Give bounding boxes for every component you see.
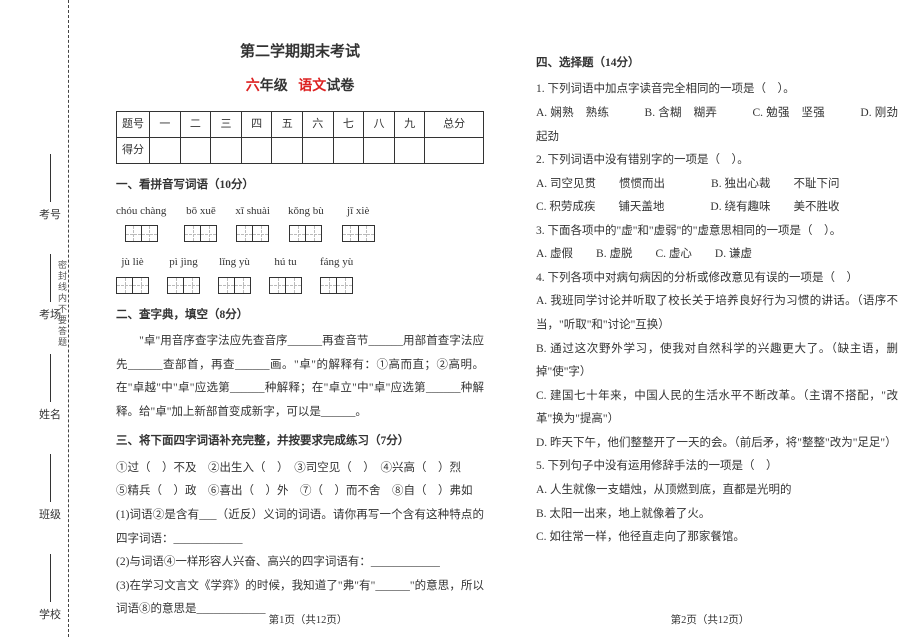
tianzige-cell — [183, 277, 200, 294]
tianzige-cell — [234, 277, 251, 294]
gutter-label-class: 班级 — [30, 506, 70, 522]
section-2-title: 二、查字典，填空（8分） — [116, 304, 484, 326]
tianzige-cell — [167, 277, 184, 294]
tianzige-boxes — [125, 225, 158, 242]
tianzige-cell — [218, 277, 235, 294]
page-1: 第二学期期末考试 六年级 语文试卷 题号 一 二 三 四 五 六 七 八 九 总… — [108, 0, 514, 637]
gutter-field-school: 学校 — [30, 550, 70, 622]
tianzige-cell — [269, 277, 286, 294]
tianzige-cell — [285, 277, 302, 294]
tianzige-cell — [132, 277, 149, 294]
gutter-field-name: 姓名 — [30, 350, 70, 422]
section-4-title: 四、选择题（14分） — [536, 52, 898, 74]
q3-opts: A. 虚假 B. 虚脱 C. 虚心 D. 谦虚 — [536, 243, 898, 267]
tianzige-boxes — [218, 277, 251, 294]
tianzige-boxes — [320, 277, 353, 294]
pinyin-text: chóu chàng — [116, 201, 166, 222]
page-number-2: 第2页（共12页） — [510, 612, 910, 627]
exam-content: 第二学期期末考试 六年级 语文试卷 题号 一 二 三 四 五 六 七 八 九 总… — [108, 0, 920, 637]
pinyin-text: fáng yù — [320, 252, 353, 273]
q4-d: D. 昨天下午，他们整整开了一天的会。（前后矛，将"整整"改为"足足"） — [536, 432, 898, 456]
pinyin-row-2: jù liè pì jìng lǐng yù hú tu fáng yù — [116, 252, 484, 293]
table-row: 得分 — [117, 137, 484, 163]
gutter-label-examno: 考号 — [30, 206, 70, 222]
q4-c: C. 建国七十年来，中国人民的生活水平不断改革。（主谓不搭配，"改革"换为"提高… — [536, 385, 898, 432]
q4-a: A. 我班同学讨论并听取了校长关于培养良好行为习惯的讲话。（语序不当，"听取"和… — [536, 290, 898, 337]
exam-title-1: 第二学期期末考试 — [116, 38, 484, 67]
q2-b: C. 积劳成疾 铺天盖地 D. 绕有趣味 美不胜收 — [536, 196, 898, 220]
exam-title-2: 六年级 语文试卷 — [116, 73, 484, 100]
pinyin-item: fáng yù — [320, 252, 353, 293]
binding-gutter: 考号 考场 姓名 班级 学校 密封线内不要答题 — [38, 0, 98, 637]
tianzige-boxes — [167, 277, 200, 294]
q4-b: B. 通过这次野外学习，使我对自然科学的兴趣更大了。（缺主语，删掉"使"字） — [536, 338, 898, 385]
pinyin-text: lǐng yù — [219, 252, 250, 273]
q5-c: C. 如往常一样，他径直走向了那家餐馆。 — [536, 526, 898, 550]
pinyin-text: jī xiè — [347, 201, 369, 222]
pinyin-text: pì jìng — [169, 252, 197, 273]
tianzige-cell — [141, 225, 158, 242]
q1-opts: A. 娴熟 熟练 B. 含糊 糊弄 C. 勉强 坚强 D. 刚劲 起劲 — [536, 102, 898, 149]
pinyin-row-1: chóu chàng bō xuē xī shuài kǒng bù jī xiè — [116, 201, 484, 242]
tianzige-cell — [125, 225, 142, 242]
gutter-field-examno: 考号 — [30, 150, 70, 222]
tianzige-boxes — [116, 277, 149, 294]
section-3-line4: (2)与词语④一样形容人兴奋、高兴的四字词语有：____________ — [116, 551, 484, 575]
pinyin-item: chóu chàng — [116, 201, 166, 242]
section-3-line2: ⑤精兵（ ）政 ⑥喜出（ ）外 ⑦（ ）而不舍 ⑧自（ ）弗如 — [116, 480, 484, 504]
tianzige-boxes — [236, 225, 269, 242]
pinyin-item: xī shuài — [235, 201, 270, 242]
tianzige-cell — [336, 277, 353, 294]
tianzige-cell — [289, 225, 306, 242]
q3-stem: 3. 下面各项中的"虚"和"虚弱"的"虚意思相同的一项是（ ）。 — [536, 220, 898, 244]
pinyin-item: jù liè — [116, 252, 149, 293]
page-number-1: 第1页（共12页） — [108, 612, 508, 627]
score-table: 题号 一 二 三 四 五 六 七 八 九 总分 得分 — [116, 111, 484, 165]
pinyin-item: hú tu — [269, 252, 302, 293]
gutter-field-class: 班级 — [30, 450, 70, 522]
q4-stem: 4. 下列各项中对病句病因的分析或修改意见有误的一项是（ ） — [536, 267, 898, 291]
tianzige-boxes — [342, 225, 375, 242]
table-row: 题号 一 二 三 四 五 六 七 八 九 总分 — [117, 111, 484, 137]
page-2: 四、选择题（14分） 1. 下列词语中加点字读音完全相同的一项是（ ）。 A. … — [514, 0, 920, 637]
pinyin-text: jù liè — [121, 252, 143, 273]
section-3-line3: (1)词语②是含有___（近反）义词的词语。请你再写一个含有这种特点的四字词语：… — [116, 504, 484, 551]
tianzige-cell — [358, 225, 375, 242]
tianzige-boxes — [269, 277, 302, 294]
pinyin-item: kǒng bù — [288, 201, 324, 242]
pinyin-item: bō xuē — [184, 201, 217, 242]
grade-red: 六 — [246, 79, 260, 94]
q5-stem: 5. 下列句子中没有运用修辞手法的一项是（ ） — [536, 455, 898, 479]
tianzige-cell — [320, 277, 337, 294]
tianzige-boxes — [184, 225, 217, 242]
pinyin-item: pì jìng — [167, 252, 200, 293]
gutter-label-school: 学校 — [30, 606, 70, 622]
q1-stem: 1. 下列词语中加点字读音完全相同的一项是（ ）。 — [536, 78, 898, 102]
tianzige-cell — [342, 225, 359, 242]
pinyin-text: hú tu — [274, 252, 296, 273]
q2-a: A. 司空见贯 惯惯而出 B. 独出心裁 不耻下问 — [536, 173, 898, 197]
tianzige-cell — [305, 225, 322, 242]
q5-b: B. 太阳一出来，地上就像着了火。 — [536, 503, 898, 527]
gutter-label-name: 姓名 — [30, 406, 70, 422]
tianzige-cell — [116, 277, 133, 294]
tianzige-cell — [252, 225, 269, 242]
q2-stem: 2. 下列词语中没有错别字的一项是（ ）。 — [536, 149, 898, 173]
subject-red: 语文 — [298, 79, 326, 94]
pinyin-text: bō xuē — [186, 201, 216, 222]
section-2-body: "卓"用音序查字法应先查音序______再查音节______用部首查字法应先__… — [116, 330, 484, 424]
pinyin-text: xī shuài — [235, 201, 270, 222]
section-1-title: 一、看拼音写词语（10分） — [116, 174, 484, 196]
tianzige-cell — [236, 225, 253, 242]
section-3-title: 三、将下面四字词语补充完整，并按要求完成练习（7分） — [116, 430, 484, 452]
pinyin-item: jī xiè — [342, 201, 375, 242]
tianzige-cell — [200, 225, 217, 242]
seal-line-note: 密封线内不要答题 — [56, 260, 69, 348]
pinyin-text: kǒng bù — [288, 201, 324, 222]
pinyin-item: lǐng yù — [218, 252, 251, 293]
q5-a: A. 人生就像一支蜡烛，从顶燃到底，直都是光明的 — [536, 479, 898, 503]
tianzige-cell — [184, 225, 201, 242]
tianzige-boxes — [289, 225, 322, 242]
section-3-line1: ①过（ ）不及 ②出生入（ ） ③司空见（ ） ④兴高（ ）烈 — [116, 457, 484, 481]
